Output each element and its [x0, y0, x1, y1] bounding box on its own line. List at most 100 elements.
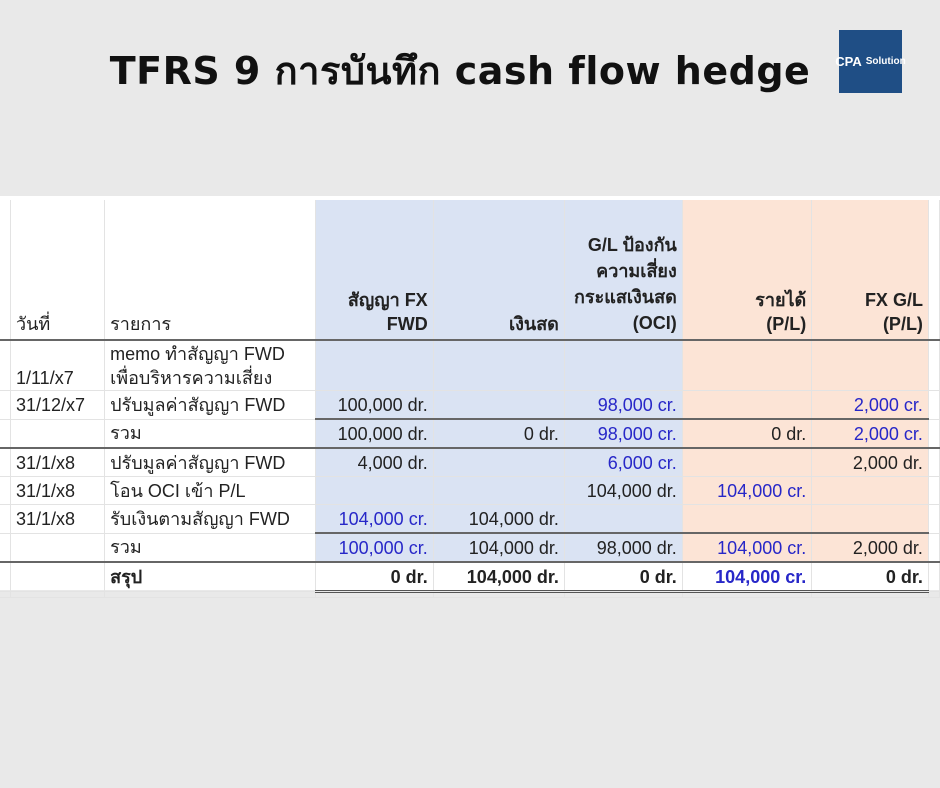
empty-cell	[315, 591, 434, 598]
cash-cell: 104,000 dr.	[433, 532, 565, 563]
edge-cell	[928, 419, 940, 449]
item-cell: ปรับมูลค่าสัญญา FWD	[104, 390, 316, 420]
empty-cell	[564, 591, 683, 598]
fxgl-cell: 2,000 dr.	[811, 532, 929, 563]
edge-cell	[928, 561, 940, 592]
header-oci: G/L ป้องกันความเสี่ยงกระแสเงินสด (OCI)	[564, 200, 683, 341]
empty-cell	[10, 591, 106, 598]
header-cash: เงินสด	[433, 200, 565, 341]
empty-cell	[682, 591, 813, 598]
header-revenue: รายได้ (P/L)	[682, 200, 813, 341]
table-row: 31/12/x7 ปรับมูลค่าสัญญา FWD 100,000 dr. 98…	[0, 390, 940, 420]
fwd-cell: 4,000 dr.	[315, 447, 434, 477]
total-row: รวม 100,000 dr. 0 dr. 98,000 cr. 0 dr. 2,000 …	[0, 418, 940, 449]
empty-cell	[928, 591, 940, 598]
edge-cell	[928, 533, 940, 563]
cash-cell	[433, 390, 565, 420]
oci-cell	[564, 340, 683, 391]
logo-text-solution: Solution	[865, 56, 906, 67]
edge-cell	[0, 447, 11, 477]
revenue-cell	[682, 340, 813, 391]
oci-cell: 0 dr.	[564, 561, 683, 593]
revenue-cell: 104,000 cr.	[682, 561, 813, 593]
edge-cell	[0, 419, 11, 449]
page-title: TFRS 9 การบันทึก cash flow hedge	[109, 49, 811, 93]
revenue-cell	[682, 447, 813, 477]
oci-cell: 98,000 cr.	[564, 418, 683, 449]
date-cell: 31/12/x7	[10, 390, 106, 420]
total-row: รวม 100,000 cr. 104,000 dr. 98,000 dr. 104,0…	[0, 532, 940, 563]
table-row: 1/11/x7 memo ทำสัญญา FWD เพื่อบริหารความเ…	[0, 340, 940, 391]
fwd-cell: 0 dr.	[315, 561, 434, 593]
empty-cell	[811, 591, 929, 598]
empty-cell	[104, 591, 316, 598]
cash-cell: 0 dr.	[433, 418, 565, 449]
edge-cell	[0, 390, 11, 420]
date-cell	[10, 561, 106, 592]
oci-cell: 98,000 dr.	[564, 532, 683, 563]
fwd-cell: 104,000 cr.	[315, 504, 434, 534]
empty-cell	[0, 591, 11, 598]
table-row: 31/1/x8 โอน OCI เข้า P/L 104,000 dr. 104,00…	[0, 476, 940, 505]
item-cell: ปรับมูลค่าสัญญา FWD	[104, 447, 316, 477]
fxgl-cell: 0 dr.	[811, 561, 929, 593]
header-fxgl: FX G/L (P/L)	[811, 200, 929, 341]
revenue-cell: 104,000 cr.	[682, 476, 813, 505]
table-row: 31/1/x8 ปรับมูลค่าสัญญา FWD 4,000 dr. 6,000…	[0, 447, 940, 477]
fwd-cell	[315, 476, 434, 505]
cash-cell: 104,000 dr.	[433, 504, 565, 534]
oci-cell: 98,000 cr.	[564, 390, 683, 420]
empty-row	[0, 591, 940, 598]
revenue-cell: 104,000 cr.	[682, 532, 813, 563]
cash-cell	[433, 340, 565, 391]
fwd-cell: 100,000 dr.	[315, 390, 434, 420]
item-cell: สรุป	[104, 561, 316, 592]
date-cell: 1/11/x7	[10, 340, 106, 391]
cash-cell	[433, 476, 565, 505]
fxgl-cell	[811, 476, 929, 505]
fxgl-cell: 2,000 dr.	[811, 447, 929, 477]
edge-cell	[928, 504, 940, 534]
cash-cell	[433, 447, 565, 477]
edge-cell	[928, 476, 940, 505]
edge-cell	[0, 561, 11, 592]
date-cell: 31/1/x8	[10, 476, 106, 505]
table-row: 31/1/x8 รับเงินตามสัญญา FWD 104,000 cr. 104…	[0, 504, 940, 534]
oci-cell: 6,000 cr.	[564, 447, 683, 477]
date-cell	[10, 533, 106, 563]
edge-cell	[0, 533, 11, 563]
summary-row: สรุป 0 dr. 104,000 dr. 0 dr. 104,000 cr. 0 dr…	[0, 561, 940, 593]
cash-cell: 104,000 dr.	[433, 561, 565, 593]
fxgl-cell: 2,000 cr.	[811, 418, 929, 449]
item-cell: รวม	[104, 533, 316, 563]
fwd-cell: 100,000 dr.	[315, 418, 434, 449]
header-item: รายการ	[104, 200, 316, 341]
item-cell: โอน OCI เข้า P/L	[104, 476, 316, 505]
date-cell: 31/1/x8	[10, 504, 106, 534]
fxgl-cell	[811, 504, 929, 534]
edge-cell	[928, 447, 940, 477]
edge-cell	[0, 340, 11, 391]
oci-cell	[564, 504, 683, 534]
revenue-cell	[682, 390, 813, 420]
cpa-solution-logo: CPA Solution	[835, 30, 906, 93]
item-cell: รับเงินตามสัญญา FWD	[104, 504, 316, 534]
fwd-cell	[315, 340, 434, 391]
edge-cell	[928, 390, 940, 420]
empty-cell	[433, 591, 565, 598]
header-fwd: สัญญา FX FWD	[315, 200, 434, 341]
fwd-cell: 100,000 cr.	[315, 532, 434, 563]
edge-cell	[0, 504, 11, 534]
spreadsheet: วันที่ รายการ สัญญา FX FWD เงินสด G/L ป้…	[0, 196, 940, 598]
date-cell	[10, 419, 106, 449]
header-date: วันที่	[10, 200, 106, 341]
fxgl-cell: 2,000 cr.	[811, 390, 929, 420]
edge-cell	[928, 340, 940, 391]
edge-cell	[0, 476, 11, 505]
revenue-cell	[682, 504, 813, 534]
item-cell: memo ทำสัญญา FWD เพื่อบริหารความเสี่ยง	[104, 340, 316, 391]
oci-cell: 104,000 dr.	[564, 476, 683, 505]
journal-table: วันที่ รายการ สัญญา FX FWD เงินสด G/L ป้…	[0, 200, 940, 598]
logo-text-cpa: CPA	[835, 54, 862, 69]
item-cell: รวม	[104, 419, 316, 449]
